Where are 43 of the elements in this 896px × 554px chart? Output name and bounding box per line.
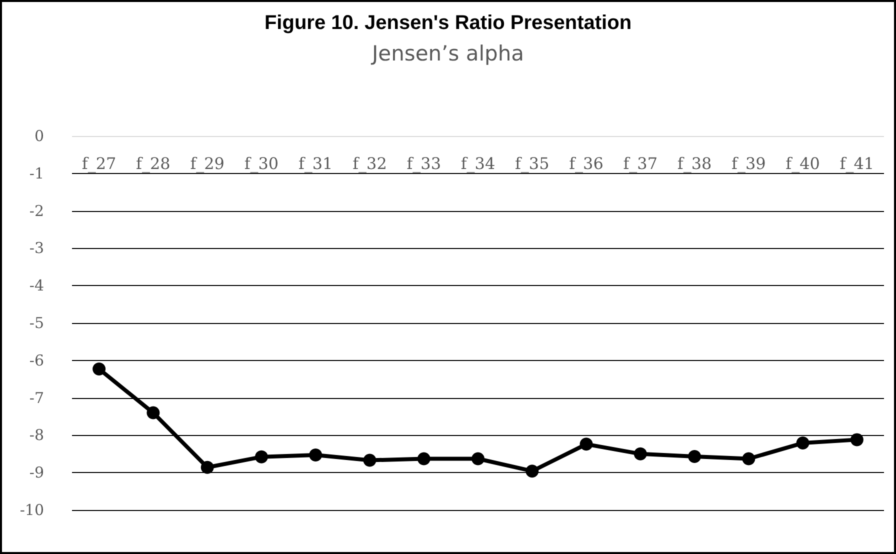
y-tick-label: -7 (29, 388, 44, 407)
point (146, 406, 160, 420)
x-tick-label: f_37 (623, 154, 658, 173)
point (742, 452, 756, 466)
x-tick-label: f_35 (514, 154, 550, 173)
x-tick-label: f_36 (569, 154, 604, 173)
x-tick-label: f_32 (352, 154, 387, 173)
point (796, 436, 810, 450)
y-tick-label: -4 (29, 276, 44, 295)
y-tick-label: -5 (29, 314, 44, 332)
x-tick-label: f_28 (136, 154, 170, 173)
point (417, 452, 430, 466)
point (200, 460, 214, 474)
point (526, 464, 539, 478)
point (472, 452, 484, 466)
point (850, 433, 864, 446)
x-tick-label: f_39 (732, 154, 766, 173)
y-tick-label: -2 (29, 202, 44, 220)
x-tick-label: f_38 (677, 154, 712, 173)
x-tick-label: f_33 (406, 154, 442, 173)
point (92, 362, 106, 376)
y-tick-label: 0 (34, 127, 44, 145)
x-tick-label: f_31 (298, 154, 333, 173)
point (254, 450, 268, 464)
y-tick-label: -1 (29, 164, 44, 182)
chart-title: Figure 10. Jensen's Ratio Presentation (264, 12, 632, 34)
x-tick-label: f_40 (786, 154, 820, 173)
x-tick-label: f_34 (460, 154, 496, 173)
x-tick-label: f_41 (840, 154, 874, 173)
point (580, 438, 593, 451)
y-tick-label: -9 (29, 464, 44, 482)
x-tick-label: f_29 (190, 154, 224, 173)
x-tick-label: f_27 (82, 154, 116, 173)
point (634, 447, 647, 460)
y-tick-label: -10 (20, 501, 44, 519)
x-tick-label: f_30 (244, 154, 279, 173)
y-tick-label: -3 (29, 239, 44, 258)
chart-subtitle: Jensen’s alpha (370, 42, 524, 66)
y-tick-label: -6 (29, 351, 44, 370)
point (309, 448, 322, 462)
point (363, 454, 376, 467)
point (688, 450, 702, 464)
y-tick-label: -8 (29, 426, 44, 444)
